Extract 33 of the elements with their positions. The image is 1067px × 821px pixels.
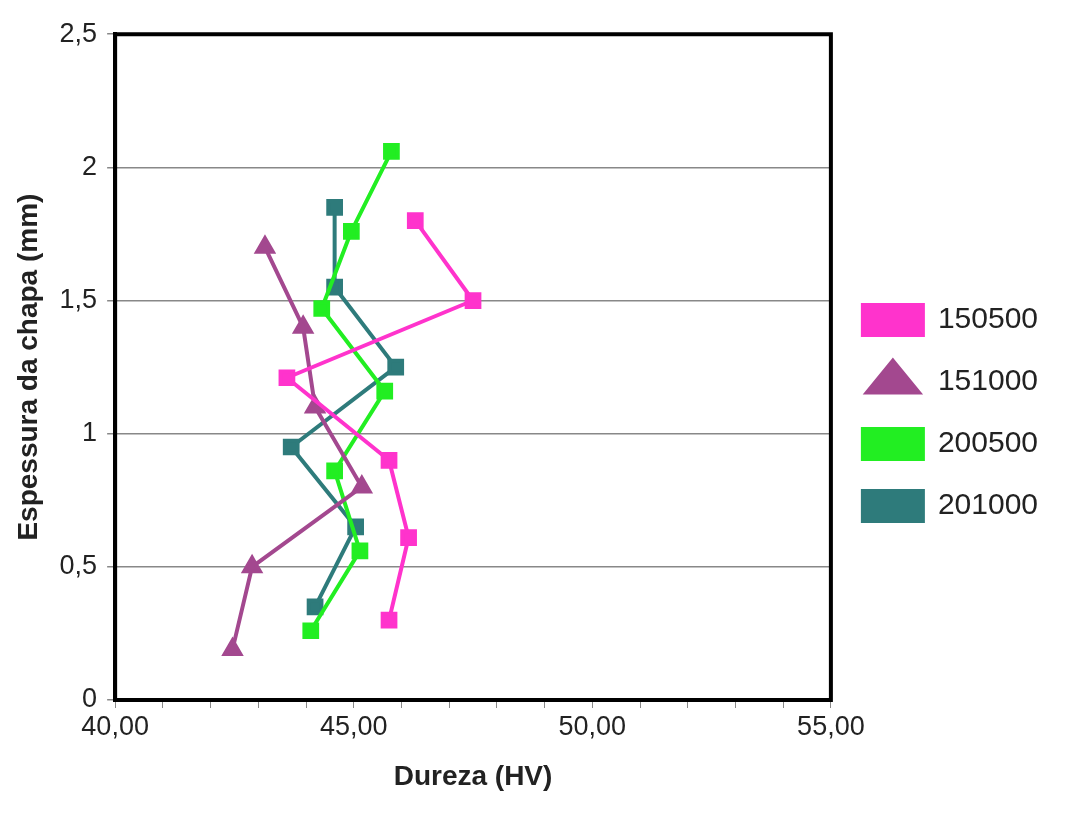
x-tick-label: 50,00 bbox=[558, 710, 627, 741]
x-axis-title: Dureza (HV) bbox=[393, 759, 553, 791]
point bbox=[380, 611, 398, 629]
point bbox=[464, 292, 482, 309]
point bbox=[293, 316, 313, 334]
y-axis-title: Espessura da chapa (mm) bbox=[11, 193, 43, 541]
y-tick-label: 2,5 bbox=[59, 17, 98, 48]
point bbox=[406, 212, 424, 229]
x-tick-label: 45,00 bbox=[319, 710, 388, 741]
legend-label: 150500 bbox=[937, 301, 1038, 335]
point bbox=[278, 369, 296, 387]
point bbox=[302, 622, 320, 640]
point bbox=[282, 438, 300, 456]
y-tick-label: 2 bbox=[82, 150, 98, 181]
point bbox=[326, 462, 343, 480]
point bbox=[383, 143, 400, 160]
point bbox=[306, 598, 324, 616]
point bbox=[387, 358, 405, 376]
point bbox=[400, 529, 417, 546]
legend-label: 151000 bbox=[937, 363, 1038, 397]
point bbox=[255, 236, 275, 254]
y-tick-label: 1 bbox=[82, 417, 98, 448]
point bbox=[376, 382, 394, 400]
legend-label: 201000 bbox=[937, 487, 1038, 521]
point bbox=[380, 451, 398, 469]
point bbox=[313, 300, 331, 317]
x-tick-label: 55,00 bbox=[797, 710, 865, 741]
y-tick-label: 0,5 bbox=[59, 550, 98, 581]
legend-label: 200500 bbox=[937, 425, 1038, 459]
point bbox=[326, 198, 343, 216]
y-tick-label: 1,5 bbox=[59, 283, 98, 314]
point bbox=[351, 542, 369, 560]
point bbox=[342, 222, 360, 240]
